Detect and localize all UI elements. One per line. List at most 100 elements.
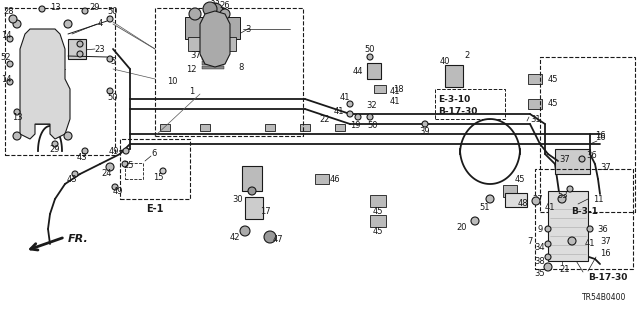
Bar: [204, 53, 224, 56]
Text: 13: 13: [12, 114, 22, 122]
Circle shape: [82, 148, 88, 154]
Text: 50: 50: [108, 8, 118, 17]
Text: 8: 8: [238, 63, 244, 71]
Text: 4: 4: [97, 19, 102, 28]
Circle shape: [220, 9, 230, 19]
Text: 23: 23: [95, 44, 106, 54]
Bar: [445, 65, 463, 87]
Bar: [120, 139, 190, 199]
Text: 48: 48: [517, 199, 528, 209]
Bar: [204, 43, 224, 46]
Text: 37: 37: [191, 51, 202, 61]
Bar: [204, 38, 224, 41]
Circle shape: [367, 54, 373, 60]
Circle shape: [189, 8, 201, 20]
Text: 51: 51: [480, 203, 490, 211]
Text: 53: 53: [557, 191, 568, 201]
Circle shape: [545, 241, 551, 247]
Bar: [160, 123, 170, 130]
Text: 29: 29: [90, 4, 100, 12]
Text: 21: 21: [560, 264, 570, 273]
Circle shape: [532, 197, 540, 205]
Bar: [370, 195, 386, 207]
Bar: [185, 17, 240, 39]
Text: 49: 49: [113, 187, 124, 196]
Bar: [540, 57, 635, 212]
Text: B-3-1: B-3-1: [571, 206, 598, 216]
Circle shape: [13, 20, 21, 28]
Circle shape: [486, 195, 494, 203]
Text: 44: 44: [353, 66, 363, 76]
Text: 9: 9: [538, 225, 543, 234]
Text: 52: 52: [1, 54, 12, 63]
Bar: [202, 56, 225, 60]
Circle shape: [7, 61, 13, 67]
Bar: [315, 174, 329, 184]
Text: 17: 17: [260, 206, 270, 216]
Text: TR54B0400: TR54B0400: [582, 293, 626, 301]
Text: 16: 16: [600, 249, 611, 258]
Circle shape: [123, 148, 129, 154]
Bar: [528, 74, 542, 84]
Text: B-17-30: B-17-30: [438, 107, 477, 115]
Polygon shape: [200, 11, 230, 67]
Bar: [242, 166, 262, 191]
Text: 32: 32: [367, 100, 378, 109]
Text: 34: 34: [534, 242, 545, 251]
Bar: [188, 37, 236, 51]
Text: 45: 45: [515, 174, 525, 183]
Bar: [548, 191, 588, 261]
Text: 41: 41: [585, 239, 595, 248]
Text: 49: 49: [109, 146, 119, 155]
Circle shape: [568, 237, 576, 245]
Bar: [265, 123, 275, 130]
Bar: [300, 123, 310, 130]
Text: B-17-30: B-17-30: [588, 272, 627, 281]
Bar: [245, 197, 263, 219]
Circle shape: [39, 6, 45, 12]
Text: 15: 15: [153, 173, 163, 182]
Text: 16: 16: [595, 132, 605, 142]
Text: 40: 40: [440, 56, 451, 65]
Circle shape: [264, 231, 276, 243]
Text: 29: 29: [50, 145, 60, 154]
Circle shape: [471, 217, 479, 225]
Circle shape: [207, 3, 223, 19]
Circle shape: [7, 36, 13, 42]
Bar: [202, 65, 224, 69]
Text: 2: 2: [465, 50, 470, 60]
Text: 50: 50: [365, 44, 375, 54]
Circle shape: [587, 226, 593, 232]
Text: 24: 24: [102, 169, 112, 179]
Circle shape: [77, 41, 83, 47]
Bar: [200, 123, 210, 130]
Text: 7: 7: [527, 236, 533, 246]
Text: 5: 5: [110, 56, 116, 65]
Circle shape: [107, 16, 113, 22]
Bar: [201, 48, 225, 51]
Circle shape: [64, 20, 72, 28]
Circle shape: [52, 141, 58, 147]
Text: 20: 20: [457, 222, 467, 232]
Text: 33: 33: [210, 0, 220, 5]
Text: 12: 12: [186, 64, 196, 73]
Bar: [5, 8, 115, 155]
Text: 16: 16: [595, 131, 605, 140]
Bar: [370, 215, 386, 227]
Bar: [335, 123, 345, 130]
Circle shape: [72, 171, 78, 177]
Text: 42: 42: [230, 233, 240, 241]
Text: 36: 36: [597, 225, 608, 234]
Polygon shape: [20, 29, 70, 139]
Text: 37: 37: [600, 236, 611, 246]
Circle shape: [64, 132, 72, 140]
Bar: [68, 39, 86, 59]
Circle shape: [355, 114, 361, 120]
Text: 25: 25: [124, 161, 134, 170]
Circle shape: [14, 109, 20, 115]
Circle shape: [248, 187, 256, 195]
Text: 39: 39: [420, 127, 430, 136]
Bar: [505, 193, 527, 207]
Circle shape: [558, 195, 566, 203]
Bar: [374, 85, 386, 93]
